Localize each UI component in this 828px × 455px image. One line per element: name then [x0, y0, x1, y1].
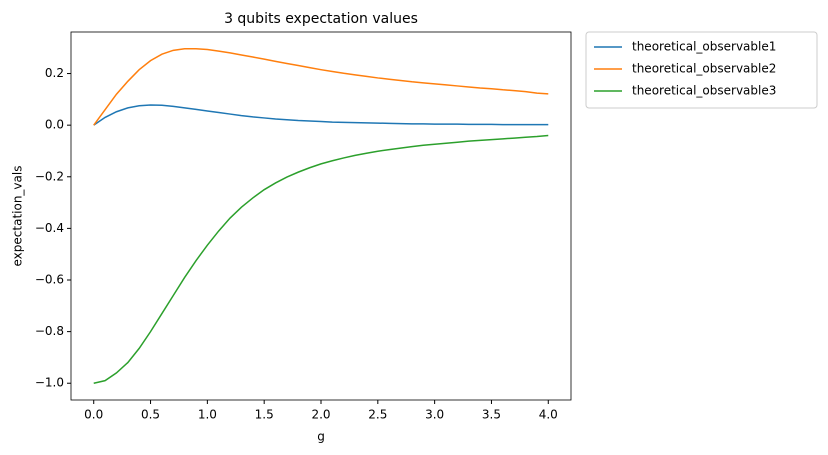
x-tick-label: 0.5	[141, 408, 160, 422]
legend-box	[585, 31, 818, 109]
y-tick-label: 0.0	[45, 118, 64, 132]
line	[93, 104, 549, 126]
x-tick-label: 0.0	[84, 408, 103, 422]
x-axis-label: g	[317, 430, 325, 444]
y-tick-label: 0.2	[45, 66, 64, 80]
x-tick-label: 3.5	[482, 408, 501, 422]
line	[93, 134, 549, 384]
x-tick-label: 2.0	[311, 408, 330, 422]
x-tick-label: 1.0	[198, 408, 217, 422]
y-tick-label: −0.4	[35, 221, 64, 235]
x-tick-label: 4.0	[539, 408, 558, 422]
x-tick-label: 2.5	[368, 408, 387, 422]
plot-frame	[70, 31, 572, 401]
x-tick-label: 1.5	[255, 408, 274, 422]
y-tick-label: −0.8	[35, 324, 64, 338]
y-axis-label: expectation_vals	[11, 166, 25, 267]
legend-label: theoretical_observable1	[632, 40, 776, 54]
legend-label: theoretical_observable3	[632, 84, 776, 98]
y-tick-label: −0.2	[35, 169, 64, 183]
legend-label: theoretical_observable2	[632, 62, 776, 76]
chart-title: 3 qubits expectation values	[224, 11, 418, 27]
y-tick-label: −0.6	[35, 273, 64, 287]
x-tick-label: 3.0	[425, 408, 444, 422]
y-tick-label: −1.0	[35, 376, 64, 390]
line	[93, 48, 549, 126]
